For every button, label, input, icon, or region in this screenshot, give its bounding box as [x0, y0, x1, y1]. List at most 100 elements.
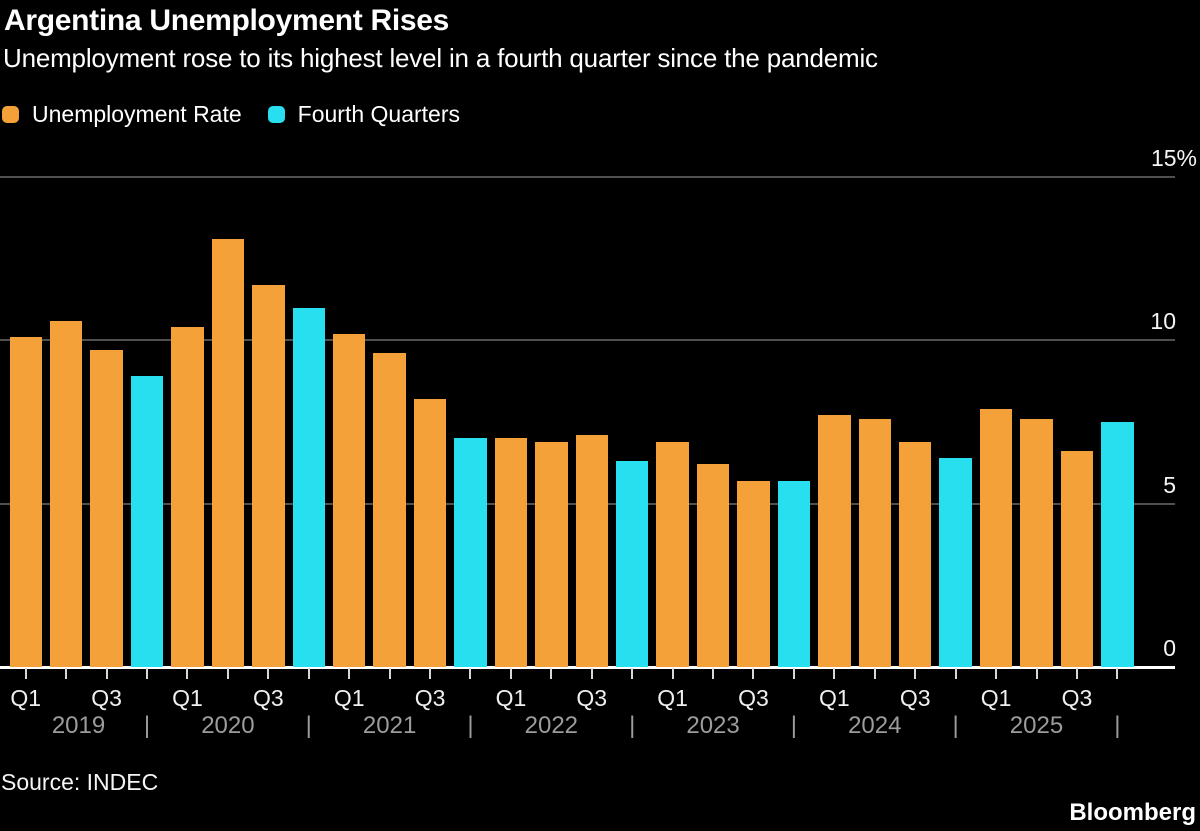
- gridline-10: [0, 339, 1175, 342]
- x-label-q1-2023: Q1: [657, 685, 688, 711]
- x-tick-q3-2019: [105, 668, 108, 679]
- x-label-q3-2023: Q3: [738, 685, 769, 711]
- year-separator: |: [467, 712, 474, 739]
- year-separator: |: [790, 712, 798, 739]
- bar-q4-2021: [454, 438, 487, 667]
- bar-q1-2019: [9, 337, 42, 667]
- x-tick-q4-2022: [631, 668, 634, 679]
- x-tick-q3-2023: [752, 668, 755, 679]
- bar-q3-2023: [737, 480, 770, 667]
- x-tick-q4-2024: [954, 668, 957, 679]
- bar-q2-2024: [858, 418, 892, 667]
- x-tick-q1-2023: [671, 668, 674, 679]
- x-tick-q1-2025: [995, 668, 998, 679]
- legend-item-unemployment-rate: Unemployment Rate: [2, 101, 242, 128]
- x-tick-q2-2019: [65, 668, 68, 679]
- x-label-q3-2022: Q3: [576, 685, 608, 711]
- x-label-q1-2019: Q1: [10, 685, 42, 711]
- year-separator: |: [305, 712, 312, 739]
- bar-q4-2022: [615, 461, 649, 667]
- bar-q2-2025: [1020, 418, 1053, 667]
- bar-q3-2025: [1060, 451, 1094, 667]
- x-label-q1-2025: Q1: [980, 685, 1012, 711]
- x-tick-q2-2024: [873, 668, 876, 679]
- y-axis-label-5: 5: [1163, 471, 1176, 498]
- x-tick-q2-2022: [550, 668, 553, 679]
- x-label-q3-2024: Q3: [899, 685, 931, 711]
- year-label-2023: 2023: [686, 712, 740, 739]
- y-axis-label-0: 0: [1163, 635, 1176, 661]
- bar-q3-2021: [413, 399, 447, 667]
- x-tick-q4-2019: [146, 668, 149, 679]
- x-label-q1-2024: Q1: [819, 685, 850, 711]
- legend: Unemployment Rate Fourth Quarters: [2, 101, 460, 128]
- gridline-15: [0, 175, 1175, 178]
- bar-q4-2025: [1101, 421, 1134, 667]
- year-label-2022: 2022: [524, 712, 579, 739]
- x-tick-q2-2025: [1035, 668, 1038, 679]
- bar-q2-2021: [373, 353, 406, 667]
- bar-q2-2022: [535, 441, 568, 667]
- bar-q1-2024: [818, 415, 851, 667]
- chart-subtitle: Unemployment rose to its highest level i…: [3, 43, 878, 73]
- bar-q2-2019: [49, 320, 83, 667]
- x-tick-q1-2021: [348, 668, 351, 679]
- bar-q4-2024: [939, 457, 972, 667]
- y-axis-label-15: 15%: [1150, 144, 1197, 171]
- x-tick-q1-2022: [509, 668, 512, 679]
- chart-title: Argentina Unemployment Rises: [4, 4, 450, 37]
- bar-q1-2021: [332, 333, 366, 667]
- x-tick-q1-2020: [186, 668, 189, 679]
- x-axis-baseline: [0, 666, 1175, 669]
- x-tick-q3-2024: [914, 668, 917, 679]
- legend-label-unemployment-rate: Unemployment Rate: [32, 101, 242, 127]
- bar-q1-2025: [979, 408, 1013, 667]
- legend-swatch-unemployment-rate: [2, 106, 19, 123]
- bar-q4-2023: [777, 480, 811, 667]
- bar-q3-2020: [252, 284, 285, 667]
- x-tick-q3-2022: [590, 668, 593, 679]
- year-label-2021: 2021: [362, 712, 417, 739]
- bar-q1-2020: [171, 327, 204, 667]
- x-tick-q4-2023: [792, 668, 795, 679]
- x-tick-q3-2020: [267, 668, 270, 679]
- x-tick-q4-2021: [469, 668, 472, 679]
- x-tick-q1-2019: [24, 668, 27, 679]
- x-tick-q2-2020: [226, 668, 229, 679]
- year-separator: |: [629, 712, 636, 739]
- bar-q3-2024: [898, 441, 932, 667]
- x-label-q1-2021: Q1: [333, 685, 365, 711]
- year-label-2025: 2025: [1009, 712, 1064, 739]
- x-tick-q3-2025: [1075, 668, 1078, 679]
- bar-q2-2020: [211, 239, 245, 667]
- x-tick-q4-2020: [307, 668, 310, 679]
- x-label-q3-2025: Q3: [1061, 685, 1093, 711]
- y-axis-label-10: 10: [1150, 308, 1176, 335]
- x-label-q1-2022: Q1: [495, 685, 527, 711]
- x-tick-q2-2023: [712, 668, 715, 679]
- x-label-q1-2020: Q1: [172, 685, 203, 711]
- legend-label-fourth-quarters: Fourth Quarters: [297, 101, 460, 127]
- legend-item-fourth-quarters: Fourth Quarters: [267, 101, 460, 128]
- bar-q2-2023: [696, 464, 730, 667]
- bar-q4-2020: [292, 307, 325, 667]
- year-label-2020: 2020: [201, 712, 255, 739]
- year-separator: |: [952, 712, 959, 739]
- legend-swatch-fourth-quarters: [267, 106, 285, 123]
- year-separator: |: [1114, 712, 1121, 739]
- bar-q3-2022: [575, 435, 609, 667]
- x-tick-q4-2025: [1116, 668, 1119, 679]
- source-note: Source: INDEC: [1, 769, 159, 795]
- x-tick-q3-2021: [429, 668, 432, 679]
- bar-q1-2023: [656, 441, 689, 667]
- year-label-2024: 2024: [848, 712, 902, 739]
- bar-q1-2022: [494, 438, 528, 667]
- bar-q4-2019: [130, 376, 164, 667]
- bloomberg-logo: Bloomberg: [1069, 799, 1196, 826]
- x-tick-q1-2024: [833, 668, 836, 679]
- x-tick-q2-2021: [388, 668, 391, 679]
- x-label-q3-2020: Q3: [252, 685, 284, 711]
- year-label-2019: 2019: [51, 712, 106, 739]
- year-separator: |: [143, 712, 151, 739]
